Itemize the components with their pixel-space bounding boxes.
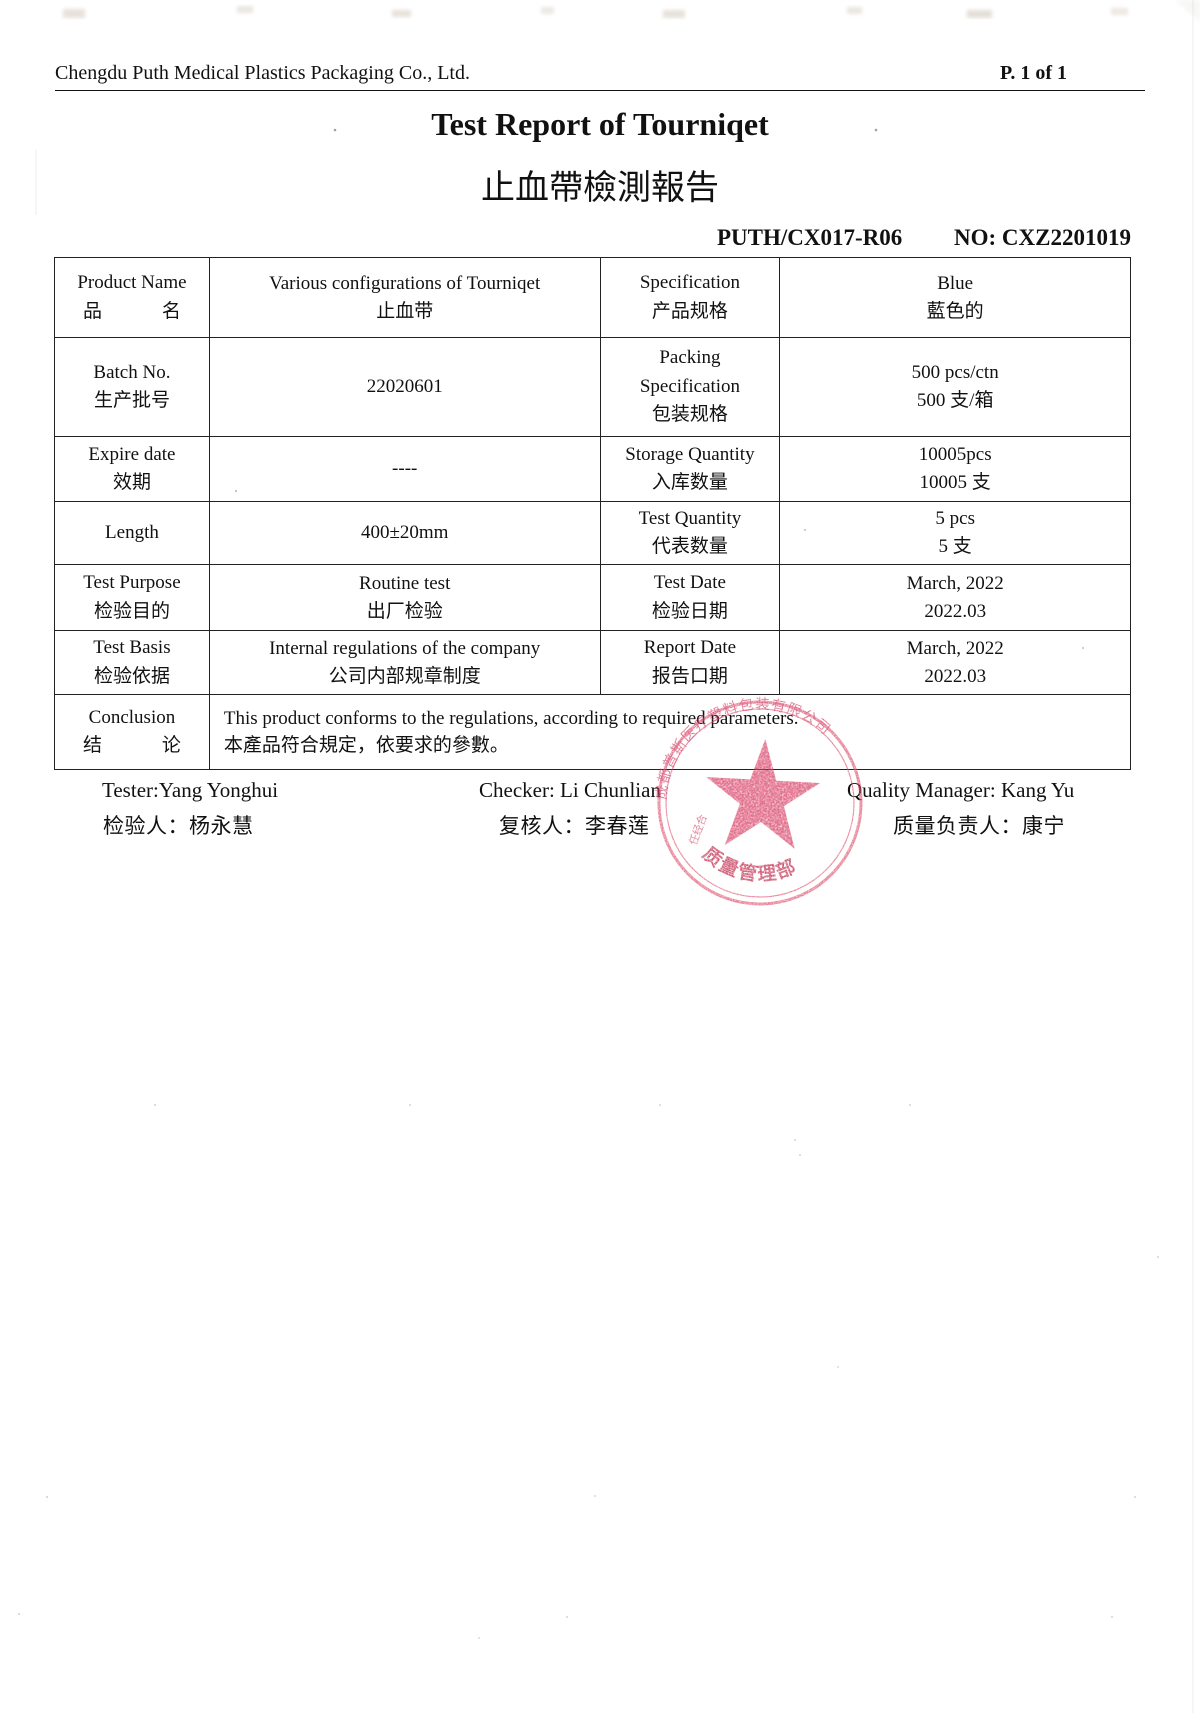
svg-text:任经合: 任经合 [686, 812, 709, 847]
svg-text:质量管理部: 质量管理部 [698, 843, 800, 886]
